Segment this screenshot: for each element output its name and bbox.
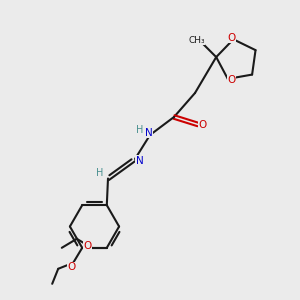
Text: N: N	[136, 155, 143, 166]
Text: CH₃: CH₃	[188, 36, 205, 45]
Text: O: O	[68, 262, 76, 272]
Text: H: H	[96, 168, 103, 178]
Text: O: O	[227, 33, 236, 43]
Text: O: O	[227, 75, 236, 85]
Text: O: O	[198, 119, 207, 130]
Text: H: H	[136, 124, 143, 135]
Text: N: N	[145, 128, 152, 138]
Text: O: O	[83, 241, 92, 251]
